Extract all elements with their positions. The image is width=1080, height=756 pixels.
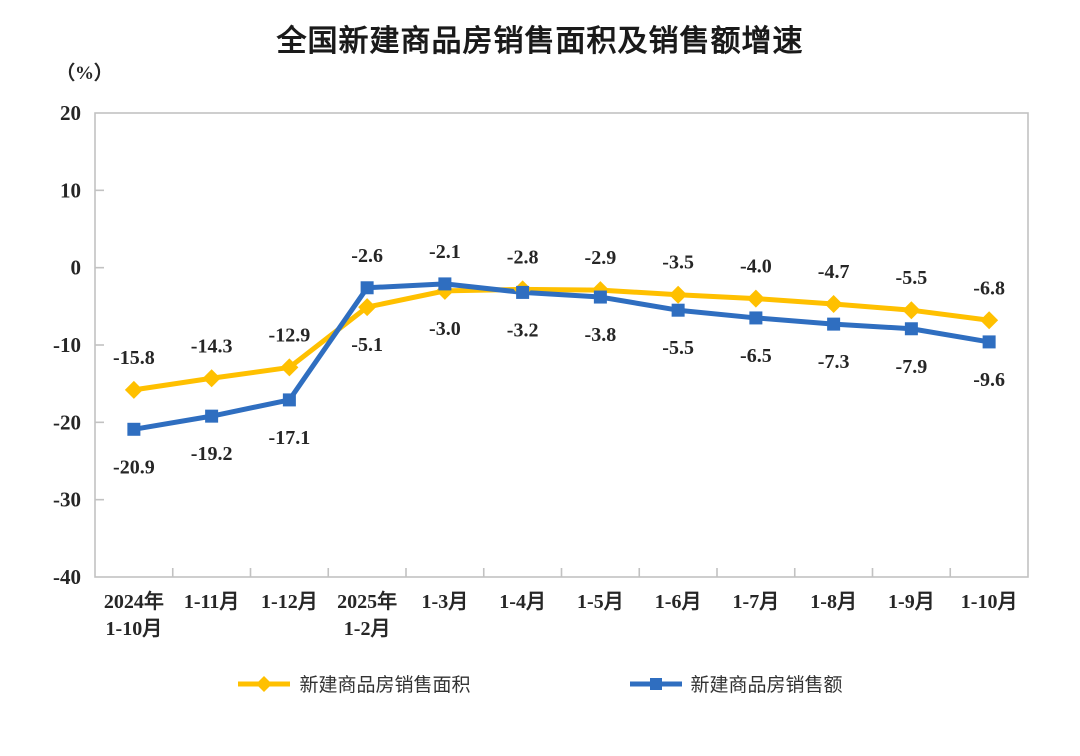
data-point-label: -2.9 <box>585 247 617 269</box>
legend-label-sales-area: 新建商品房销售面积 <box>299 675 471 696</box>
x-axis-label: 1-11月 <box>184 591 240 613</box>
x-axis-label: 1-4月 <box>499 591 546 613</box>
sales-area-marker <box>280 358 299 377</box>
sales-area-marker <box>746 289 765 308</box>
sales-area-marker <box>902 301 921 320</box>
data-point-label: -4.7 <box>818 261 850 283</box>
legend-entry-sales-area: 新建商品房销售面积 <box>237 670 471 697</box>
plot-border <box>94 112 1029 578</box>
sales-amount-marker <box>593 290 607 304</box>
x-axis-label: 1-5月 <box>577 591 624 613</box>
y-axis-label: 20 <box>60 101 81 125</box>
sales-amount-marker <box>282 393 296 407</box>
y-axis-label: -20 <box>53 410 81 434</box>
data-point-label: -3.8 <box>585 324 617 346</box>
data-point-label: -4.0 <box>740 256 772 278</box>
legend-label-sales-amount: 新建商品房销售额 <box>690 675 843 696</box>
sales-amount-marker <box>127 422 141 436</box>
x-axis-label: 1-3月 <box>422 591 469 613</box>
data-point-label: -6.8 <box>973 277 1005 299</box>
y-axis-label: 0 <box>71 256 82 280</box>
sales-amount-marker <box>671 303 685 317</box>
data-point-label: -7.9 <box>896 356 928 378</box>
x-axis-label: 1-7月 <box>733 591 780 613</box>
y-axis-label: -40 <box>53 565 81 589</box>
sales-area-line <box>131 286 992 393</box>
x-axis-label: 1-6月 <box>655 591 702 613</box>
data-point-label: -5.5 <box>896 267 928 289</box>
y-axis-label: 10 <box>60 178 81 202</box>
x-axis-label: 1-9月 <box>888 591 935 613</box>
chart-title: 全国新建商品房销售面积及销售额增速 <box>276 25 804 58</box>
sales-amount-marker <box>438 277 452 291</box>
data-point-label: -3.0 <box>429 318 461 340</box>
sales-area-marker <box>824 295 843 314</box>
sales-amount-marker <box>360 281 374 295</box>
sales-area-legend-marker <box>238 675 291 692</box>
x-axis-label: 1-12月 <box>261 591 318 613</box>
data-point-label: -5.1 <box>351 334 383 356</box>
sales-area-marker <box>202 369 221 388</box>
sales-amount-marker <box>749 311 763 325</box>
y-axis-label: -10 <box>53 333 81 357</box>
data-point-label: -2.8 <box>507 246 539 268</box>
sales-amount-marker <box>982 335 996 349</box>
x-axis-label: 2024年 1-10月 <box>104 589 164 640</box>
sales-area-marker <box>124 380 143 399</box>
data-point-label: -12.9 <box>269 324 311 346</box>
sales-amount-legend-marker <box>629 677 682 690</box>
sales-area-marker <box>669 285 688 304</box>
x-axis-label: 1-10月 <box>961 591 1018 613</box>
data-point-label: -19.2 <box>191 443 233 465</box>
data-point-label: -15.8 <box>113 347 155 369</box>
data-point-label: -20.9 <box>113 456 155 478</box>
data-point-label: -3.5 <box>662 252 694 274</box>
data-point-label: -2.6 <box>351 245 383 267</box>
data-point-label: -6.5 <box>740 345 772 367</box>
legend-entry-sales-amount: 新建商品房销售额 <box>629 670 843 697</box>
y-axis-label: -30 <box>53 488 81 512</box>
sales-amount-marker <box>904 322 918 336</box>
sales-area-marker <box>980 311 999 330</box>
data-point-label: -17.1 <box>269 427 311 449</box>
sales-amount-marker <box>205 409 219 423</box>
x-axis-label: 2025年 1-2月 <box>337 589 397 640</box>
sales-amount-marker <box>516 285 530 299</box>
sales-amount-marker <box>827 317 841 331</box>
sales-area-marker <box>358 298 377 317</box>
data-point-label: -2.1 <box>429 241 461 263</box>
data-point-label: -5.5 <box>662 337 694 359</box>
chart-legend: 新建商品房销售面积 新建商品房销售额 <box>0 670 1080 697</box>
data-point-label: -9.6 <box>973 369 1005 391</box>
data-point-label: -7.3 <box>818 351 850 373</box>
data-point-label: -14.3 <box>191 335 233 357</box>
y-axis-unit-label: （%） <box>56 63 114 84</box>
sales-amount-line <box>131 281 992 432</box>
data-point-label: -3.2 <box>507 319 539 341</box>
x-axis-label: 1-8月 <box>810 591 857 613</box>
